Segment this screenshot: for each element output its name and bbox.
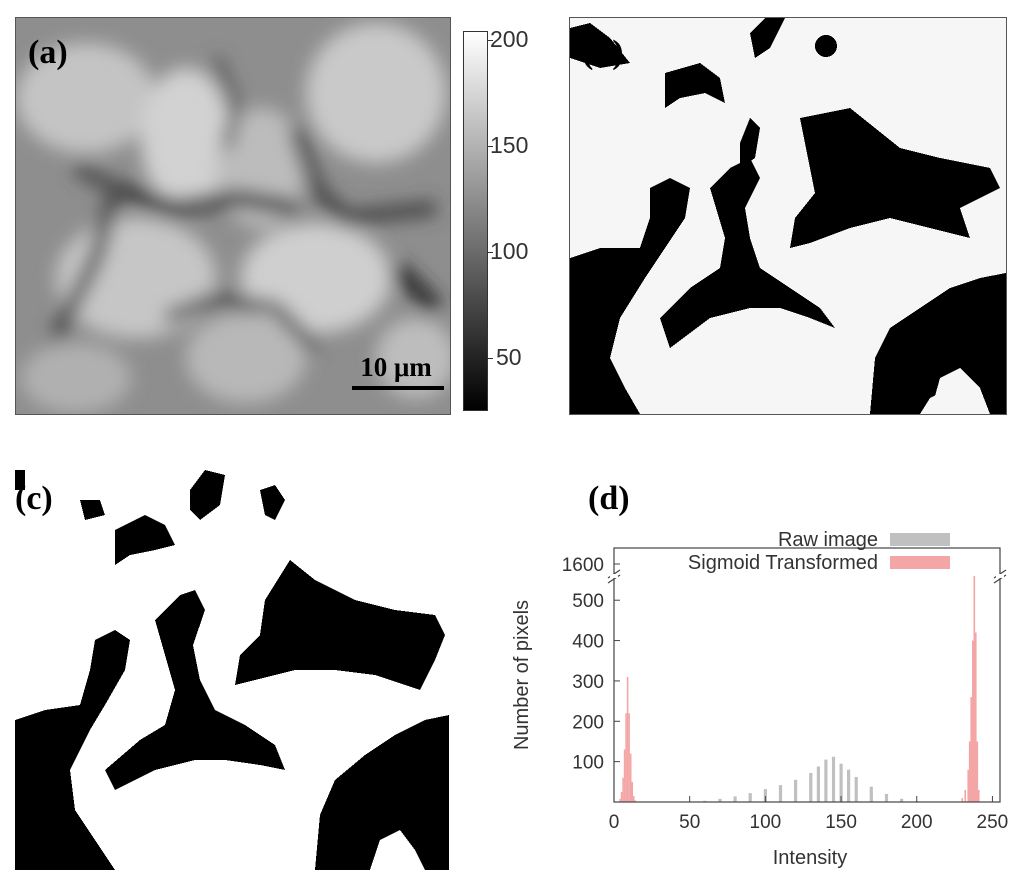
plot-frame <box>613 547 1001 803</box>
histogram-bar-sigmoid <box>619 798 621 802</box>
histogram-bar-raw <box>763 789 767 802</box>
x-tick-label: 200 <box>901 812 933 833</box>
histogram-bar-sigmoid <box>622 777 624 802</box>
colorbar-tick-50: 50 <box>496 344 522 370</box>
colorbar-tick-150: 150 <box>490 132 529 158</box>
histogram-bar-raw <box>854 777 858 802</box>
histogram-bar-sigmoid <box>978 789 980 802</box>
histogram-bar-raw <box>900 798 904 802</box>
sigmoid-image <box>570 18 1006 414</box>
histogram-bar-raw <box>816 766 820 802</box>
panel-label-c: (c) <box>15 480 53 517</box>
histogram-bar-sigmoid <box>967 769 969 802</box>
panel-label-d: (d) <box>588 480 630 517</box>
colorbar-tick-100: 100 <box>490 238 529 264</box>
legend-label-sigmoid: Sigmoid Transformed <box>688 552 878 574</box>
axis-break-marks <box>607 569 1007 584</box>
y-tick-label: 300 <box>572 672 604 693</box>
scale-bar-label: 10 μm <box>360 352 432 382</box>
histogram-bar-sigmoid <box>628 713 630 802</box>
histogram-bar-sigmoid <box>626 676 629 802</box>
colorbar: 200 150 100 50 <box>460 26 540 412</box>
histogram-bars <box>619 576 980 802</box>
panel-c-binary-image: (c) <box>15 470 449 870</box>
panel-label-b: (b) <box>582 34 624 71</box>
colorbar-gradient <box>463 31 488 411</box>
histogram-bar-raw <box>847 769 851 802</box>
histogram-bar-raw <box>884 793 889 802</box>
histogram-bar-raw <box>869 786 873 802</box>
histogram-bar-sigmoid <box>629 753 632 802</box>
histogram-chart: 100 200 300 400 500 1600 0 50 100 150 200 250 Inte… <box>511 529 1009 869</box>
histogram-bar-sigmoid <box>973 576 976 802</box>
histogram-bar-raw <box>839 763 843 802</box>
histogram-bar-sigmoid <box>634 800 636 802</box>
histogram-bar-sigmoid <box>964 789 966 802</box>
panel-label-a: (a) <box>28 34 68 71</box>
y-axis-label: Number of pixels <box>511 600 533 750</box>
colorbar-tick-200: 200 <box>490 26 529 52</box>
histogram-bar-sigmoid <box>972 640 974 802</box>
histogram-bar-raw <box>718 798 722 802</box>
y-tick-label: 1600 <box>562 555 604 576</box>
histogram-bar-sigmoid <box>620 791 623 802</box>
histogram-bar-sigmoid <box>961 798 963 802</box>
y-tick-label: 100 <box>572 753 604 774</box>
grayscale-micrograph <box>16 18 450 414</box>
histogram-bar-sigmoid <box>632 795 635 802</box>
histogram-bar-raw <box>794 779 798 802</box>
x-tick-label: 50 <box>679 812 700 833</box>
x-tick-label: 100 <box>750 812 782 833</box>
y-tick-label: 200 <box>572 712 604 733</box>
panel-b-sigmoid-image: (b) <box>569 17 1007 415</box>
histogram-bar-sigmoid <box>970 697 972 802</box>
legend: Raw image Sigmoid Transformed <box>688 529 950 574</box>
x-axis-label: Intensity <box>773 847 847 869</box>
legend-swatch-sigmoid <box>890 556 950 569</box>
histogram-bar-raw <box>824 759 828 802</box>
histogram-bar-sigmoid <box>976 741 979 802</box>
y-ticks: 100 200 300 400 500 1600 <box>562 555 620 774</box>
panel-a-grayscale-image: (a) 10 μm <box>15 17 451 415</box>
legend-swatch-raw <box>890 533 950 546</box>
histogram-bar-raw <box>778 785 783 802</box>
histogram-bar-sigmoid <box>631 781 633 802</box>
histogram-bar-raw <box>831 756 836 802</box>
y-tick-label: 500 <box>572 591 604 612</box>
histogram-bar-sigmoid <box>968 741 971 802</box>
histogram-bar-raw <box>809 772 813 802</box>
legend-label-raw: Raw image <box>778 529 878 551</box>
x-tick-label: 250 <box>977 812 1009 833</box>
x-tick-label: 0 <box>609 812 620 833</box>
histogram-bar-raw <box>733 796 737 802</box>
histogram-bar-raw <box>748 793 752 802</box>
histogram-bar-sigmoid <box>623 749 626 802</box>
y-tick-label: 400 <box>572 632 604 653</box>
binary-image <box>15 470 449 870</box>
histogram-bar-sigmoid <box>975 632 977 802</box>
panel-d-histogram: (d) 100 200 300 400 500 1600 0 50 100 150 200 250 … <box>500 470 1024 884</box>
scale-bar <box>352 386 444 390</box>
x-tick-label: 150 <box>825 812 857 833</box>
x-ticks: 0 50 100 150 200 250 <box>609 796 1009 833</box>
histogram-bar-sigmoid <box>625 713 627 802</box>
